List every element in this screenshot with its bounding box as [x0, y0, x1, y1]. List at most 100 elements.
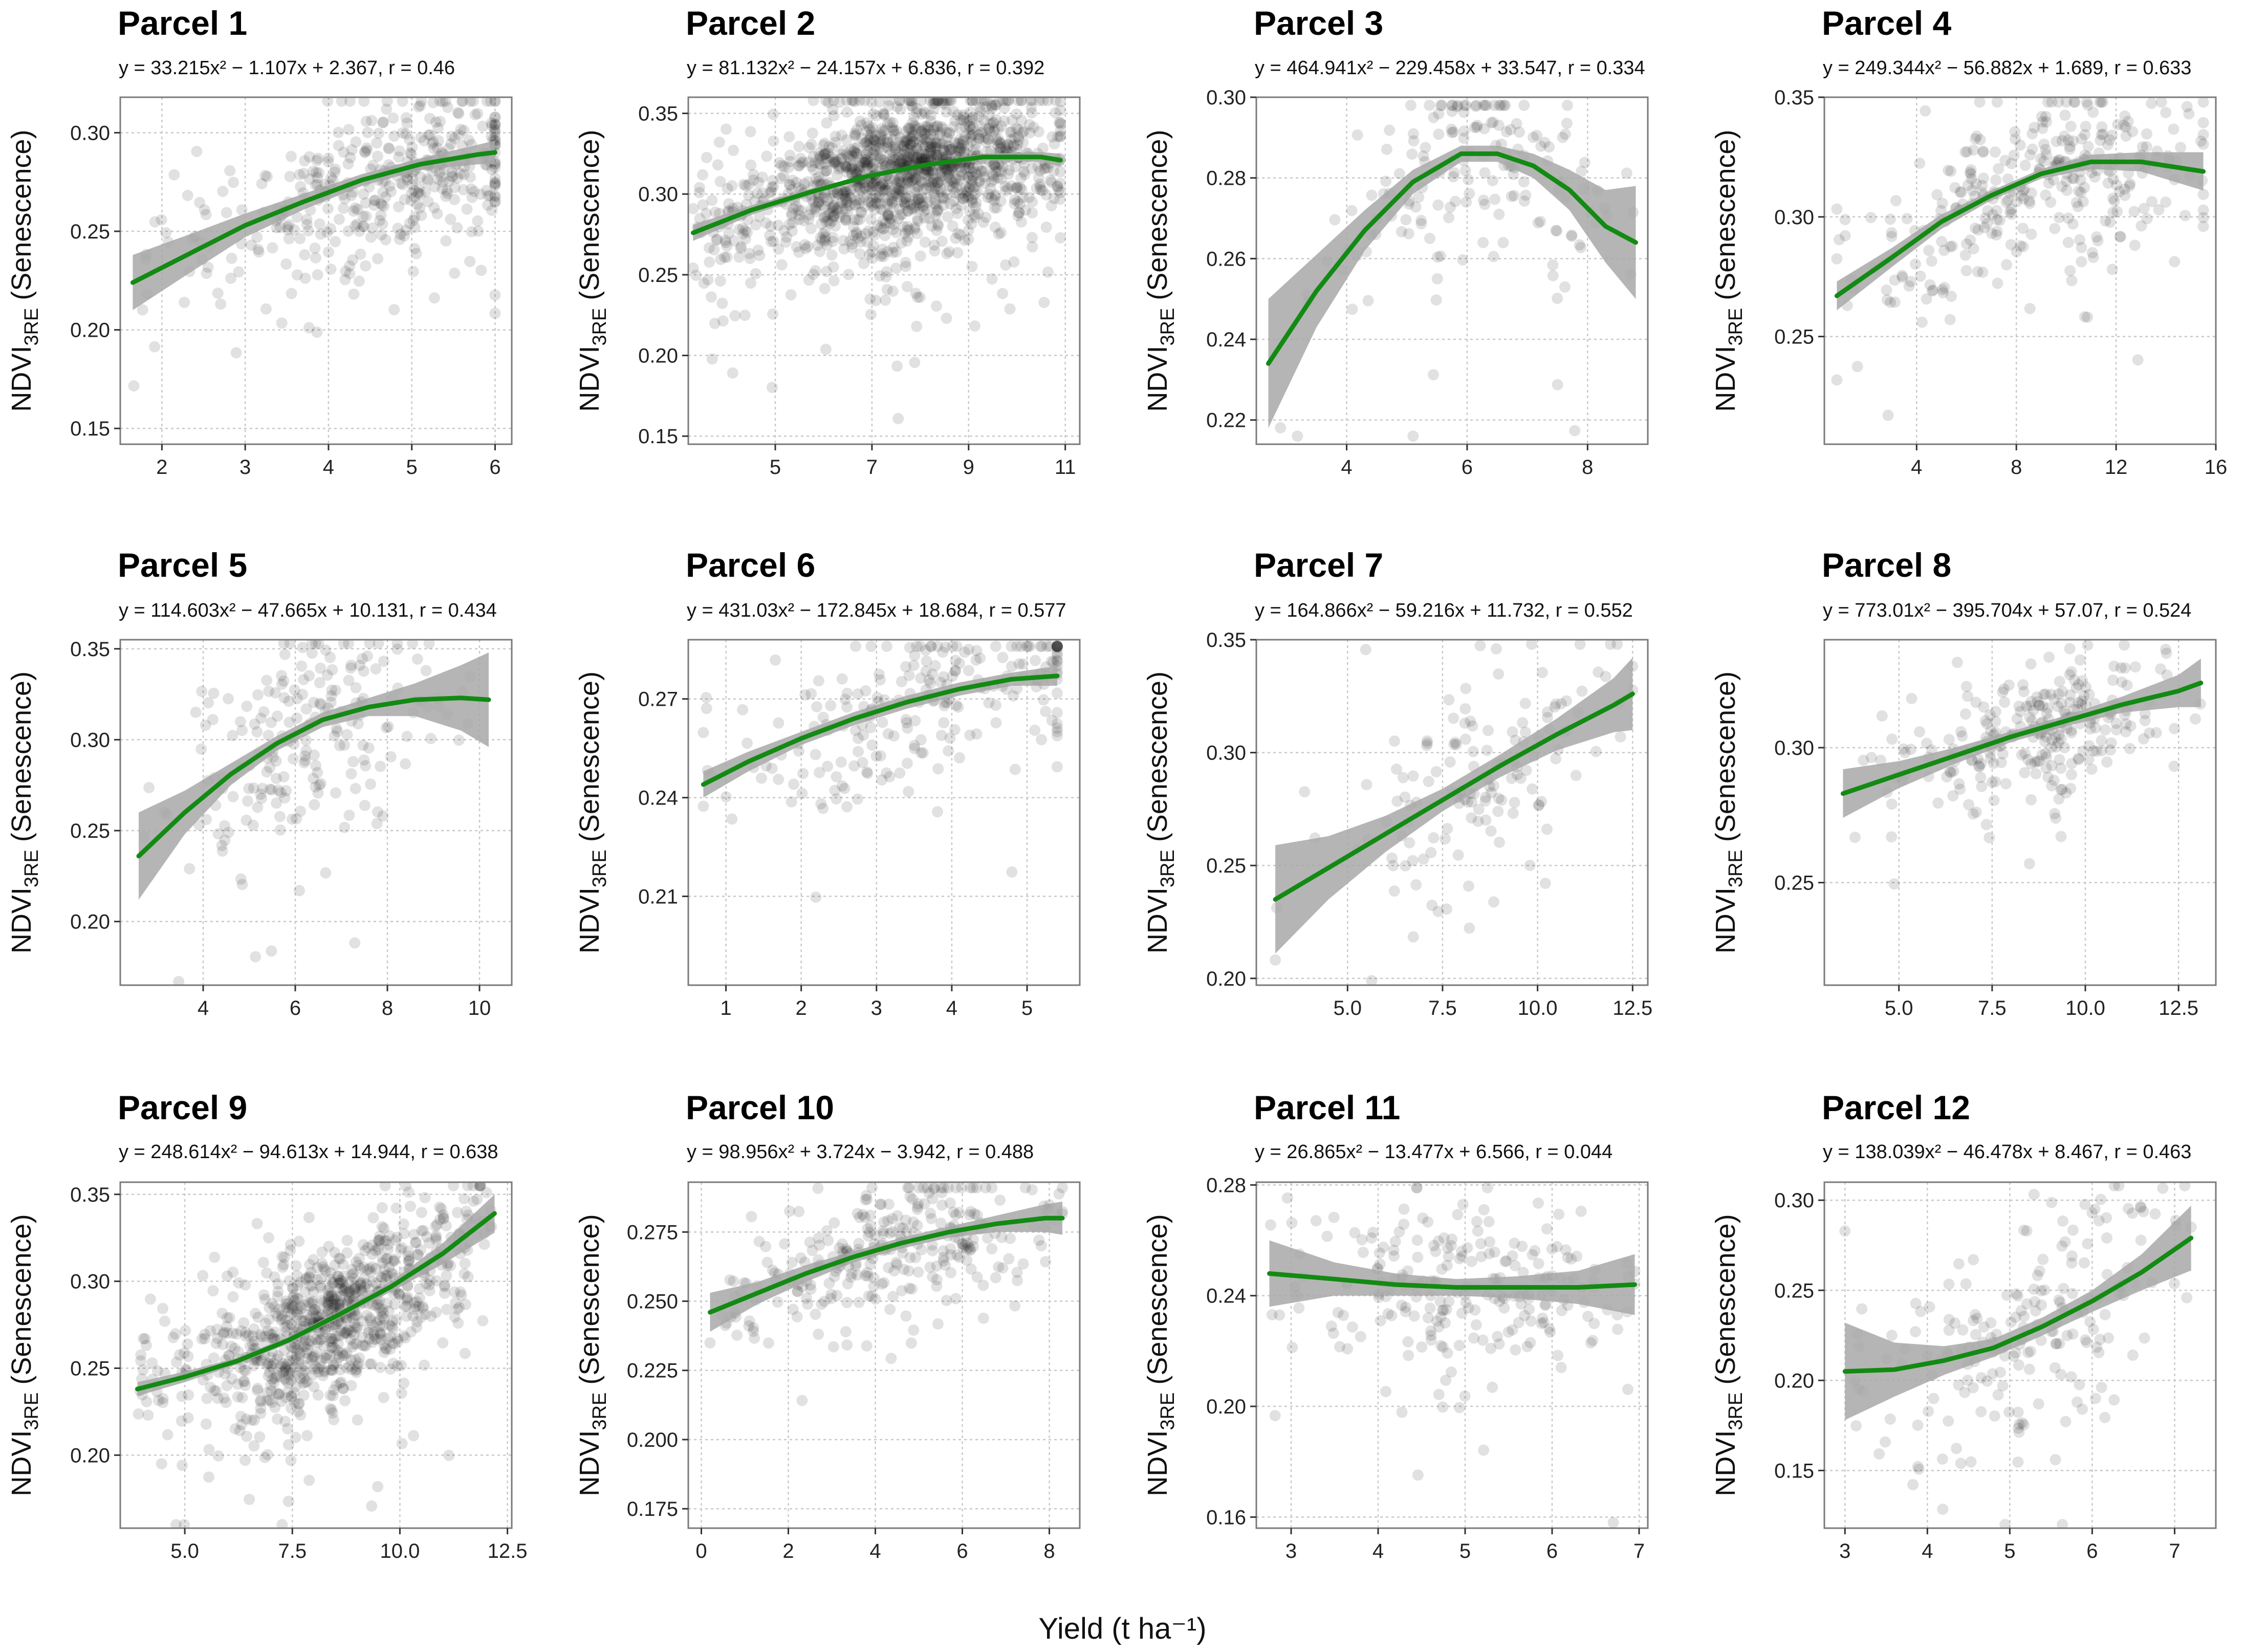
data-point — [329, 166, 341, 178]
data-point — [916, 153, 927, 164]
data-point — [358, 188, 369, 200]
data-point — [310, 166, 322, 178]
data-point — [465, 183, 477, 195]
data-point — [379, 1313, 390, 1325]
data-point — [880, 124, 891, 136]
data-point — [1509, 1260, 1521, 1272]
data-point — [989, 222, 1001, 233]
data-point — [264, 1302, 275, 1314]
data-point — [805, 1283, 817, 1295]
data-point — [2062, 134, 2074, 146]
data-point — [896, 208, 908, 220]
data-point — [800, 243, 812, 254]
data-point — [298, 674, 310, 685]
data-point — [203, 1471, 215, 1483]
data-point — [486, 120, 498, 132]
data-point — [1988, 795, 2000, 806]
data-point — [307, 1351, 318, 1363]
data-point — [845, 144, 857, 156]
data-point — [1574, 239, 1585, 251]
data-point — [265, 716, 277, 728]
data-point — [182, 1351, 194, 1362]
data-point — [887, 286, 899, 297]
data-point — [324, 651, 336, 663]
data-point — [405, 148, 417, 160]
data-point — [866, 184, 878, 196]
data-point — [404, 134, 416, 145]
y-axis-title-main: NDVI — [1710, 887, 1741, 953]
data-point — [840, 161, 852, 172]
data-point — [826, 249, 838, 261]
data-point — [1502, 1327, 1514, 1338]
data-point — [1960, 681, 1972, 692]
data-point — [924, 141, 936, 153]
data-point — [1367, 1227, 1379, 1238]
data-point — [939, 192, 950, 204]
data-point — [1470, 100, 1481, 112]
data-point — [797, 768, 809, 779]
data-point — [223, 1350, 235, 1362]
data-point — [1946, 240, 1958, 252]
data-point — [2026, 715, 2038, 727]
y-tick-label: 0.20 — [70, 911, 110, 933]
data-point — [854, 248, 866, 260]
data-point — [859, 182, 871, 194]
data-point — [255, 1331, 267, 1342]
data-point — [252, 1355, 264, 1366]
data-point — [149, 341, 161, 353]
data-point — [1992, 277, 2003, 289]
data-point — [281, 221, 293, 233]
data-point — [1026, 102, 1037, 114]
data-point — [839, 191, 851, 203]
data-point — [908, 136, 920, 148]
data-point — [1611, 640, 1623, 650]
data-point — [282, 224, 294, 235]
data-point — [399, 230, 410, 242]
data-point — [861, 189, 873, 201]
data-point — [822, 760, 833, 772]
data-point — [1011, 108, 1022, 120]
data-point — [474, 1182, 486, 1191]
data-point — [854, 184, 866, 196]
data-point — [813, 191, 824, 203]
data-point — [1037, 142, 1049, 154]
data-point — [356, 1285, 367, 1297]
data-point — [1923, 245, 1935, 256]
data-point — [895, 170, 907, 182]
data-point — [884, 172, 896, 184]
data-point — [697, 199, 709, 211]
data-point — [455, 123, 467, 135]
data-point — [1477, 237, 1489, 248]
data-point — [1495, 99, 1507, 111]
data-point — [854, 165, 865, 177]
data-point — [299, 1315, 311, 1327]
data-point — [377, 1319, 389, 1331]
data-point — [944, 168, 955, 180]
data-point — [313, 1311, 324, 1323]
data-point — [286, 1341, 298, 1353]
data-point — [1945, 165, 1957, 177]
data-point — [1051, 640, 1063, 652]
data-point — [1523, 1303, 1535, 1315]
data-point — [263, 685, 275, 697]
data-point — [1968, 243, 1979, 254]
data-point — [932, 97, 944, 106]
data-point — [955, 166, 967, 178]
data-point — [1334, 1341, 1345, 1353]
data-point — [1550, 753, 1562, 765]
data-point — [259, 170, 271, 181]
data-point — [1991, 214, 2003, 226]
data-point — [1938, 245, 1950, 256]
data-point — [2089, 171, 2101, 183]
data-point — [956, 188, 968, 200]
data-point — [301, 1309, 313, 1320]
data-point — [354, 659, 366, 671]
data-point — [489, 308, 501, 319]
data-point — [833, 202, 844, 213]
data-point — [2038, 155, 2050, 167]
data-point — [866, 181, 878, 192]
y-axis-title-suffix: (Senescence) — [1142, 671, 1173, 850]
data-point — [259, 1318, 271, 1329]
data-point — [860, 156, 872, 167]
data-point — [414, 1292, 425, 1304]
